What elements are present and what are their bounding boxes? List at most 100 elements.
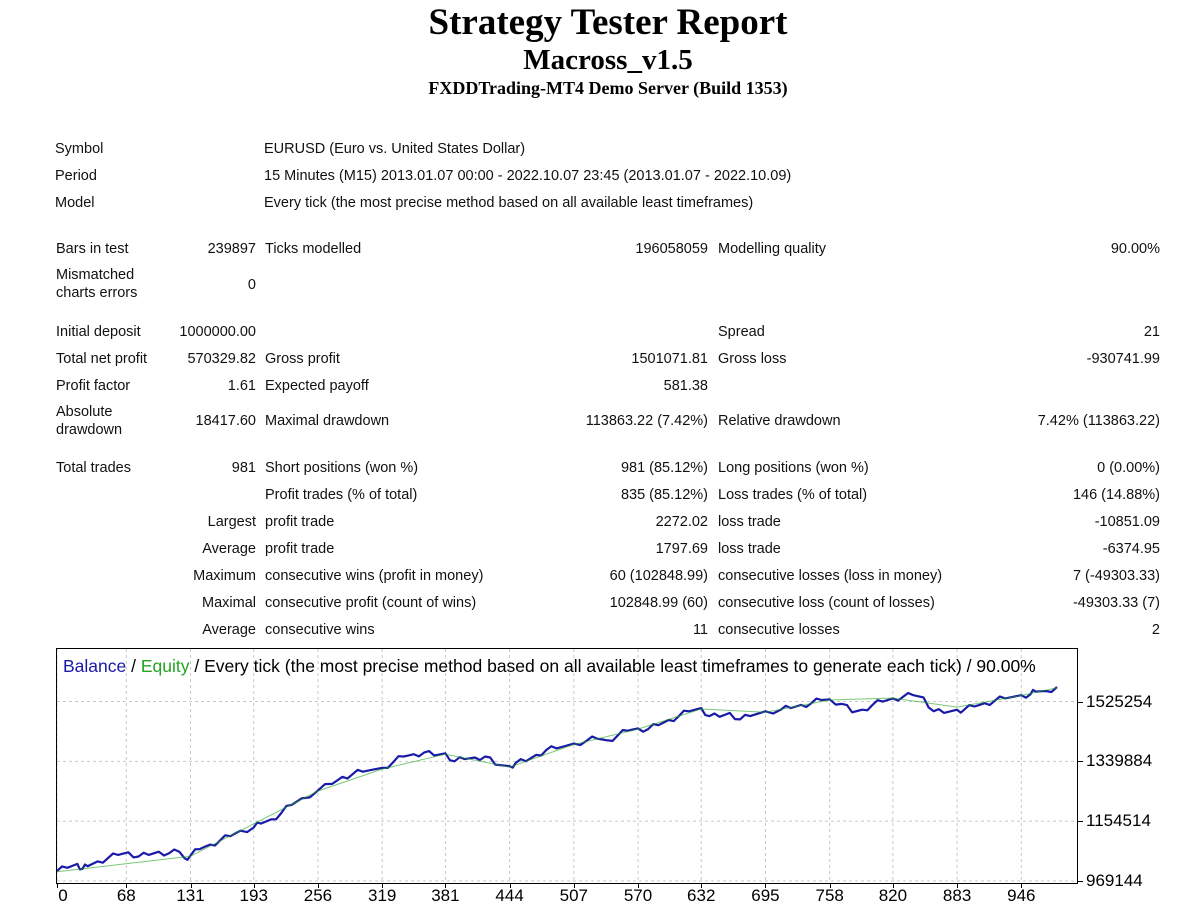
- abs-drawdown-label: Absolute drawdown: [56, 404, 123, 438]
- maximal-consec-loss-value: -49303.33 (7): [1072, 595, 1160, 611]
- symbol-label: Symbol: [55, 141, 104, 157]
- loss-trades-label: Loss trades (% of total): [718, 487, 868, 503]
- max-drawdown-label: Maximal drawdown: [265, 413, 390, 429]
- legend-equity: Equity: [140, 656, 190, 676]
- deposit-label: Initial deposit: [56, 324, 141, 340]
- max-consec-wins-label: consecutive wins (profit in money): [265, 568, 484, 584]
- report-table: Symbol EURUSD (Euro vs. United States Do…: [55, 141, 1160, 638]
- rel-drawdown-label: Relative drawdown: [718, 413, 841, 429]
- loss-trades-value: 146 (14.88%): [1072, 487, 1160, 503]
- legend-description: / Every tick (the most precise method ba…: [189, 656, 1036, 676]
- model-value: Every tick (the most precise method base…: [264, 195, 754, 211]
- largest-label: Largest: [207, 514, 256, 530]
- maximal-consec-profit-label: consecutive profit (count of wins): [265, 595, 477, 611]
- gross-profit-label: Gross profit: [265, 351, 340, 367]
- deposit-value: 1000000.00: [179, 324, 256, 340]
- y-tick-label: 1525254: [1086, 691, 1153, 711]
- ticks-label: Ticks modelled: [265, 241, 362, 257]
- long-positions-value: 0 (0.00%): [1097, 460, 1160, 476]
- x-tick-label: 695: [751, 886, 780, 905]
- total-trades-label: Total trades: [56, 460, 131, 476]
- largest-loss-label: loss trade: [718, 514, 781, 530]
- x-tick: [445, 883, 447, 888]
- x-tick-label: 570: [623, 886, 653, 905]
- symbol-value: EURUSD (Euro vs. United States Dollar): [264, 141, 526, 157]
- x-tick: [957, 883, 959, 888]
- spread-label: Spread: [718, 324, 765, 340]
- balance-line: [57, 686, 1058, 872]
- average-label: Average: [202, 541, 256, 557]
- average-loss-label: loss trade: [718, 541, 781, 557]
- abs-drawdown-value: 18417.60: [195, 413, 256, 429]
- x-tick-label: 820: [878, 886, 908, 905]
- x-tick: [509, 883, 511, 888]
- max-consec-wins-value: 60 (102848.99): [609, 568, 708, 584]
- profit-factor-label: Profit factor: [56, 378, 131, 394]
- x-tick: [190, 883, 192, 888]
- x-tick: [1021, 883, 1023, 888]
- x-tick-label: 632: [687, 886, 716, 905]
- average-profit-value: 1797.69: [655, 541, 708, 557]
- equity-line: [57, 687, 1058, 873]
- largest-loss-value: -10851.09: [1094, 514, 1160, 530]
- average-profit-label: profit trade: [265, 541, 335, 557]
- report-title: Strategy Tester Report: [428, 2, 788, 43]
- largest-profit-label: profit trade: [265, 514, 335, 530]
- gross-loss-value: -930741.99: [1086, 351, 1160, 367]
- x-tick: [126, 883, 128, 888]
- x-tick-label: 444: [495, 886, 524, 905]
- legend-balance: Balance: [63, 656, 127, 676]
- x-tick-label: 758: [815, 886, 844, 905]
- max-consec-losses-label: consecutive losses (loss in money): [718, 568, 943, 584]
- y-tick: [1077, 821, 1083, 823]
- max-consec-losses-value: 7 (-49303.33): [1072, 568, 1160, 584]
- short-positions-label: Short positions (won %): [265, 460, 419, 476]
- x-tick-label: 381: [431, 886, 460, 905]
- rel-drawdown-value: 7.42% (113863.22): [1037, 413, 1160, 429]
- y-tick: [1077, 701, 1083, 703]
- x-tick-label: 256: [303, 886, 333, 905]
- total-trades-value: 981: [231, 460, 256, 476]
- x-tick-label: 319: [367, 886, 397, 905]
- period-label: Period: [55, 168, 97, 184]
- legend-separator: /: [126, 656, 141, 676]
- y-tick: [1077, 761, 1083, 763]
- net-profit-value: 570329.82: [187, 351, 256, 367]
- payoff-value: 581.38: [663, 378, 708, 394]
- y-tick: [1077, 881, 1083, 882]
- y-tick-label: 1339884: [1086, 751, 1153, 771]
- x-tick: [765, 883, 767, 888]
- maximum-label: Maximum: [193, 568, 256, 584]
- payoff-label: Expected payoff: [265, 378, 369, 394]
- x-tick-label: 131: [176, 886, 205, 905]
- x-tick-label: 68: [116, 886, 136, 905]
- largest-profit-value: 2272.02: [655, 514, 708, 530]
- mismatch-value: 0: [247, 277, 256, 293]
- x-tick: [829, 883, 831, 888]
- x-tick: [701, 883, 703, 888]
- x-tick-label: 193: [239, 886, 268, 905]
- mismatch-label: Mismatched charts errors: [56, 267, 138, 301]
- short-positions-value: 981 (85.12%): [620, 460, 708, 476]
- x-tick-label: 0: [58, 886, 68, 905]
- model-label: Model: [55, 195, 95, 211]
- maximal-consec-profit-value: 102848.99 (60): [609, 595, 708, 611]
- quality-value: 90.00%: [1110, 241, 1160, 257]
- y-tick-label: 969144: [1086, 871, 1143, 890]
- x-tick: [573, 883, 575, 888]
- gross-profit-value: 1501071.81: [631, 351, 708, 367]
- average2-label: Average: [202, 622, 256, 638]
- long-positions-label: Long positions (won %): [718, 460, 869, 476]
- profit-trades-label: Profit trades (% of total): [265, 487, 418, 503]
- quality-label: Modelling quality: [718, 241, 827, 257]
- bars-label: Bars in test: [56, 241, 129, 257]
- chart-legend: Balance / Equity / Every tick (the most …: [63, 655, 1036, 677]
- maximal-consec-loss-label: consecutive loss (count of losses): [718, 595, 935, 611]
- expert-name: Macross_v1.5: [523, 44, 693, 76]
- ticks-value: 196058059: [635, 241, 708, 257]
- period-value: 15 Minutes (M15) 2013.01.07 00:00 - 2022…: [264, 168, 792, 184]
- x-tick-label: 883: [942, 886, 972, 905]
- average-loss-value: -6374.95: [1102, 541, 1160, 557]
- x-tick: [638, 883, 640, 888]
- bars-value: 239897: [207, 241, 256, 257]
